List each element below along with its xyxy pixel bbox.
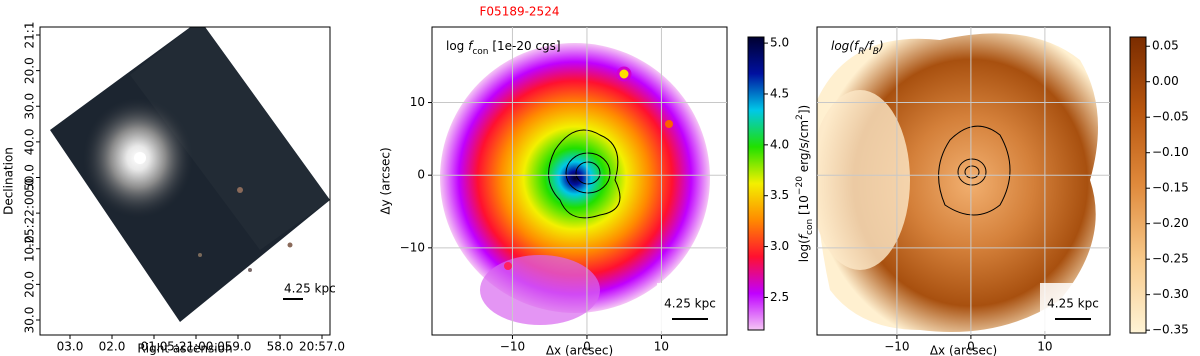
x-tick-label: 10 <box>1037 340 1052 354</box>
text-part: −20 <box>795 176 805 195</box>
y-axis-label: Declination <box>2 147 16 215</box>
text-part: f <box>869 39 875 53</box>
colorbar <box>747 36 765 331</box>
x-axis-label: Δx (arcsec) <box>546 344 613 356</box>
colorbar-tick-label: 3.0 <box>770 239 789 253</box>
y-tick-label: 20.0 <box>23 57 37 84</box>
colorbar-tick-label: 4.5 <box>770 86 789 100</box>
annotation: log(fR/fB) <box>831 39 884 57</box>
scale-bar-label: 4.25 kpc <box>1047 297 1099 311</box>
colorbar-tick-label: −0.15 <box>1152 181 1189 195</box>
y-tick-label: −10 <box>400 240 425 254</box>
x-tick-label: 59.0 <box>225 340 252 354</box>
ratio-image <box>817 27 1110 335</box>
text-part: ) <box>878 39 884 53</box>
text-part: f <box>797 233 811 239</box>
scale-bar-box <box>1040 283 1106 331</box>
colorbar-tick-label: 0.05 <box>1152 39 1179 53</box>
x-axis-label: Δx (arcsec) <box>930 344 997 356</box>
x-axis-label: Right ascension <box>137 342 232 356</box>
text-part: f <box>468 39 474 53</box>
x-tick-label: 58.0 <box>267 340 294 354</box>
text-part: / <box>863 39 870 53</box>
colorbar-tick-label: −0.30 <box>1152 287 1189 301</box>
x-tick-label: 01.0 <box>141 340 168 354</box>
text-part: ]) <box>797 105 811 114</box>
x-tick-label: 0 <box>583 340 591 354</box>
y-tick-label: 20.0 <box>23 271 37 298</box>
text-part: B <box>873 47 879 57</box>
text-part: 2 <box>795 114 805 120</box>
x-tick-label: −10 <box>500 340 525 354</box>
colorbar-tick-label: 4.0 <box>770 137 789 151</box>
scale-bar-box <box>657 283 723 331</box>
colorbar-label: log(fcon [10−20 erg/s/cm2]) <box>795 105 815 262</box>
y-tick-label: 50.0 <box>23 164 37 191</box>
axes-frame <box>39 26 331 336</box>
colorbar-tick-label: −0.05 <box>1152 110 1189 124</box>
annotation: log fcon [1e-20 cgs] <box>446 39 561 57</box>
colorbar-tick-label: −0.10 <box>1152 145 1189 159</box>
y-tick-label: 40.0 <box>23 129 37 156</box>
text-part: erg/s/cm <box>797 120 811 176</box>
y-tick-label: 30.0 <box>23 93 37 120</box>
x-tick-label: 20:57.0 <box>299 340 345 354</box>
text-part: [10 <box>797 195 811 219</box>
colorbar-tick-label: −0.20 <box>1152 216 1189 230</box>
y-tick-label: 0 <box>417 168 425 182</box>
colorbar <box>1129 36 1147 334</box>
colorbar-tick-label: 2.5 <box>770 290 789 304</box>
text-part: f <box>854 39 860 53</box>
text-part: con <box>805 219 815 235</box>
text-part: log( <box>831 39 855 53</box>
flux-image <box>440 43 710 325</box>
x-tick-label: 03.0 <box>57 340 84 354</box>
y-tick-label: 30.0 <box>23 307 37 334</box>
axes-frame <box>431 26 728 336</box>
text-part: R <box>858 47 864 57</box>
axes-frame <box>816 26 1111 336</box>
y-tick-label: 10.0 <box>23 235 37 262</box>
colorbar-tick-label: 5.0 <box>770 36 789 50</box>
x-tick-label: 10 <box>654 340 669 354</box>
colorbar-tick-label: −0.25 <box>1152 252 1189 266</box>
text-part: con <box>472 47 488 57</box>
colorbar-tick-label: −0.35 <box>1152 323 1189 337</box>
colorbar-tick-label: 0.00 <box>1152 74 1179 88</box>
scale-bar-label: 4.25 kpc <box>664 297 716 311</box>
colorbar-tick-label: 3.5 <box>770 188 789 202</box>
x-tick-label: 02.0 <box>99 340 126 354</box>
x-tick-label: 5:21:00.0 <box>167 340 225 354</box>
y-tick-label: 10 <box>410 95 425 109</box>
sky-image <box>50 27 330 322</box>
x-tick-label: 0 <box>967 340 975 354</box>
y-tick-label: 21:1 <box>23 22 37 49</box>
text-part: log( <box>797 239 811 262</box>
scale-bar-label: 4.25 kpc <box>284 282 336 296</box>
y-axis-label: Δy (arcsec) <box>379 147 393 214</box>
y-tick-label: -25:22:00.0 <box>23 178 37 248</box>
text-part: log <box>446 39 468 53</box>
chart-title: F05189-2524 <box>480 5 560 19</box>
x-tick-label: −10 <box>884 340 909 354</box>
text-part: [1e-20 cgs] <box>489 39 561 53</box>
